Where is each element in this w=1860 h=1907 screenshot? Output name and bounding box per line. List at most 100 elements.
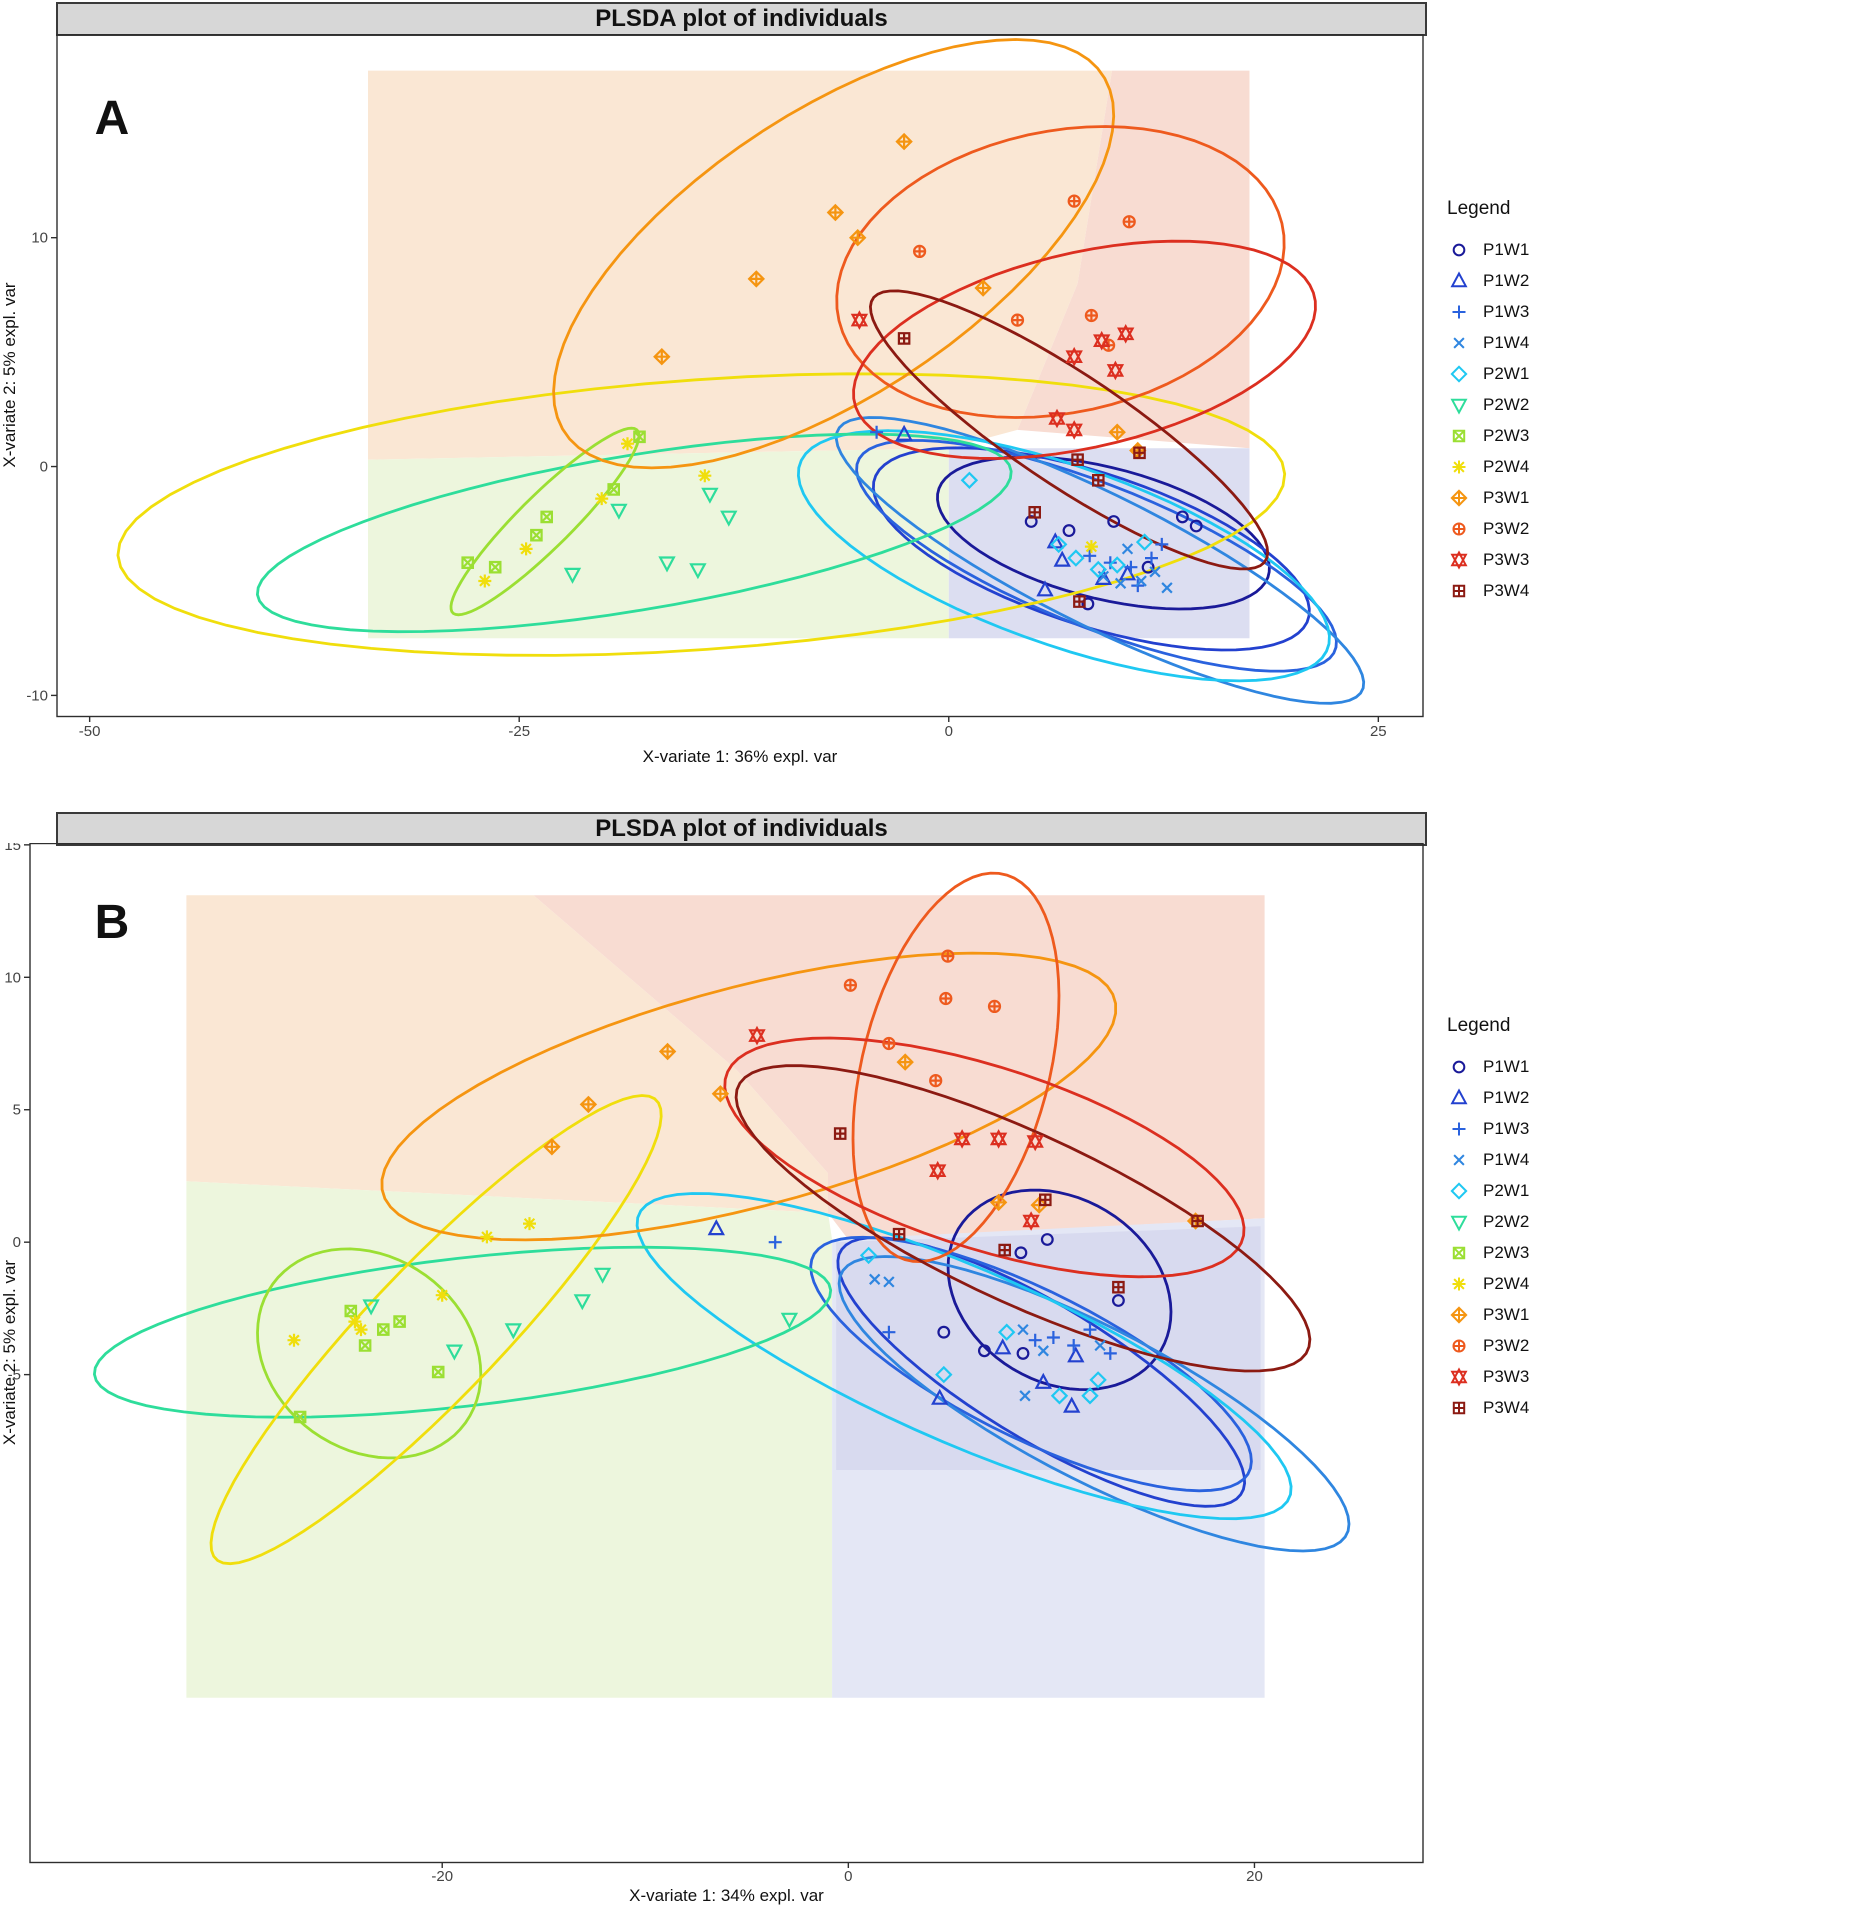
circle-icon: [977, 1344, 991, 1358]
plus-icon: [1067, 1339, 1081, 1352]
triangle-down-icon: [593, 1267, 612, 1284]
square-plus-icon: [1039, 1193, 1052, 1207]
star-updown-icon: [1048, 408, 1066, 429]
circle-icon: [1107, 515, 1121, 528]
circle-plus-icon: [1452, 521, 1466, 536]
x-axis-title: X-variate 1: 36% expl. var: [643, 747, 838, 766]
diamond-icon: [960, 471, 979, 490]
diamond-plus-icon: [1450, 1305, 1468, 1324]
circle-icon: [1452, 1060, 1466, 1073]
square-plus-icon: [1112, 1280, 1125, 1294]
square-plus-icon: [1452, 584, 1466, 597]
diamond-plus-icon: [1450, 1305, 1468, 1324]
legend-entry-label: P1W1: [1483, 239, 1530, 259]
x-tick-label: -25: [508, 723, 530, 740]
x-tick-label: 20: [1246, 1868, 1263, 1885]
y-axis-title: X-variate 2: 5% expl. var: [0, 1260, 19, 1446]
star-updown-icon: [1450, 1366, 1468, 1387]
bg-region-orange: [368, 70, 1112, 460]
square-plus-icon: [1452, 1401, 1466, 1414]
triangle-icon: [994, 1338, 1012, 1355]
star-updown-icon: [1022, 1211, 1040, 1231]
legend-entry-P2W3: P2W3: [1447, 420, 1577, 451]
cross-icon: [1019, 1390, 1031, 1402]
circle-plus-icon: [1452, 1338, 1466, 1353]
diamond-icon: [859, 1246, 878, 1265]
series-P2W3: [293, 1304, 445, 1424]
legend-entry-label: P1W4: [1483, 332, 1530, 352]
triangle-down-icon: [504, 1323, 522, 1340]
legend-entry-label: P2W3: [1483, 1242, 1530, 1262]
bg-region-orange: [186, 895, 828, 1213]
circle-icon: [1452, 243, 1466, 256]
legend-entry-label: P1W4: [1483, 1149, 1530, 1169]
star-updown-icon: [1450, 549, 1468, 570]
square-plus-icon: [1092, 473, 1105, 487]
asterisk-icon: [435, 1288, 449, 1302]
circle-icon: [1024, 515, 1038, 528]
triangle-icon: [1067, 1346, 1085, 1363]
series-P2W2: [563, 487, 738, 584]
series-P3W3: [850, 310, 1135, 440]
square-x-icon: [393, 1315, 406, 1328]
legend-entry-label: P2W4: [1483, 456, 1530, 476]
diamond-icon: [1450, 364, 1468, 383]
plus-icon: [1028, 1333, 1042, 1347]
series-P3W4: [833, 1127, 1204, 1294]
diamond-plus-icon: [826, 203, 845, 222]
plus-icon: [1083, 1323, 1097, 1337]
diamond-plus-icon: [974, 279, 992, 297]
square-x-icon: [540, 510, 554, 524]
legend-entry-label: P3W1: [1483, 1304, 1530, 1324]
series-P2W4: [287, 1217, 536, 1347]
legend-entry-P3W3: P3W3: [1447, 1361, 1577, 1392]
star-updown-icon: [1450, 1366, 1468, 1387]
diamond-icon: [997, 1323, 1016, 1341]
square-plus-icon: [1071, 453, 1084, 467]
square-x-icon: [461, 556, 475, 570]
ellipse-P2W4: [209, 1094, 663, 1566]
y-axis-title: X-variate 2: 5% expl. var: [0, 282, 19, 468]
panel-b-legend: Legend P1W1 P1W2 P1W3 P1W4 P2W1 P2W2 P2W3 P2W4 P…: [1447, 1015, 1577, 1423]
series-P3W2: [843, 949, 1002, 1088]
circle-plus-icon: [1452, 1338, 1466, 1353]
plus-icon: [1452, 305, 1466, 318]
square-x-icon: [607, 483, 621, 496]
ellipse-P2W2: [255, 432, 1013, 634]
circle-icon: [1452, 1060, 1466, 1073]
triangle-down-icon: [610, 503, 628, 520]
bg-region-blue: [948, 448, 1250, 639]
square-plus-icon: [1452, 584, 1466, 597]
plus-icon: [1083, 549, 1097, 563]
diamond-icon: [1450, 1181, 1468, 1200]
legend-entries: P1W1 P1W2 P1W3 P1W4 P2W1 P2W2 P2W3 P2W4 P3W1 P3W2…: [1447, 234, 1577, 606]
plus-icon: [1155, 537, 1169, 551]
asterisk-icon: [523, 1217, 536, 1231]
circle-plus-icon: [912, 244, 927, 259]
series-P1W4: [869, 1273, 1106, 1402]
triangle-icon: [1450, 1087, 1468, 1104]
legend-title: Legend: [1447, 198, 1511, 219]
y-tick-label: 15: [4, 843, 21, 854]
circle-plus-icon: [939, 991, 953, 1006]
diamond-plus-icon: [848, 228, 867, 247]
square-plus-icon: [1191, 1214, 1204, 1228]
square-plus-icon: [1133, 446, 1146, 460]
series-P2W1: [960, 471, 1154, 579]
plus-icon: [882, 1325, 896, 1339]
cross-icon: [1037, 1345, 1049, 1357]
plot-frame: [29, 843, 1424, 1864]
square-x-icon: [1452, 429, 1466, 442]
circle-icon: [1189, 519, 1203, 533]
asterisk-icon: [1452, 460, 1466, 473]
series-P1W4: [1097, 543, 1173, 594]
plus-icon: [1452, 1122, 1466, 1135]
square-plus-icon: [833, 1127, 847, 1140]
series-P3W3: [748, 1025, 1044, 1231]
diamond-plus-icon: [1450, 488, 1468, 507]
cross-icon: [869, 1273, 881, 1285]
ellipse-P2W1: [796, 429, 1331, 683]
square-plus-icon: [897, 332, 911, 345]
ellipse-P1W1: [936, 455, 1271, 611]
